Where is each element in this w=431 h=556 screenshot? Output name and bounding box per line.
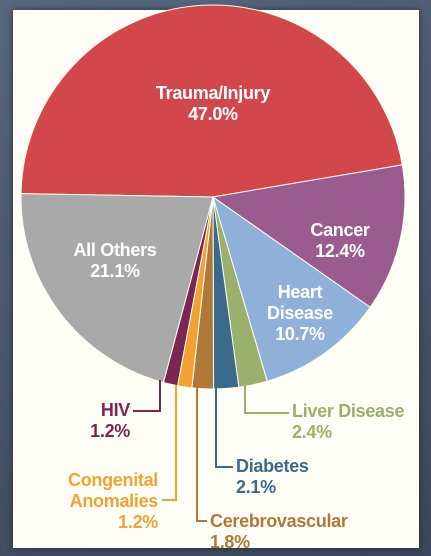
label-name: Cerebrovascular — [210, 511, 348, 531]
label-value: 10.7% — [275, 324, 325, 344]
label-name: Trauma/Injury — [155, 83, 271, 103]
label-value: 47.0% — [188, 104, 238, 124]
pie-slice — [20, 193, 214, 384]
pie-slice — [212, 195, 371, 382]
label-name: Cancer — [310, 220, 370, 240]
label-name: HIV — [100, 400, 130, 420]
label-name: Diabetes — [236, 456, 309, 476]
label-value: 21.1% — [90, 261, 140, 281]
slice-label: Heart Disease 10.7% — [250, 282, 350, 345]
label-value: 1.8% — [210, 532, 250, 552]
slice-label: Liver Disease 2.4% — [292, 401, 427, 443]
label-name: Congenital Anomalies — [68, 470, 158, 511]
pie-slice — [211, 164, 406, 308]
leader-line — [162, 385, 177, 501]
leader-line — [196, 386, 207, 522]
label-value: 2.4% — [292, 422, 332, 442]
slice-label: Cancer 12.4% — [290, 220, 390, 262]
label-value: 2.1% — [236, 477, 276, 497]
slice-label: Diabetes 2.1% — [236, 456, 326, 498]
label-name: Liver Disease — [292, 401, 405, 421]
leader-line — [133, 380, 161, 412]
slice-label: All Others 21.1% — [50, 240, 180, 282]
leader-line — [244, 385, 289, 414]
pie-slice — [20, 4, 403, 198]
leader-line — [215, 386, 233, 468]
label-value: 1.2% — [90, 421, 130, 441]
slice-label: Trauma/Injury 47.0% — [123, 83, 303, 125]
label-value: 1.2% — [118, 512, 158, 532]
label-value: 12.4% — [315, 241, 365, 261]
slice-label: Congenital Anomalies 1.2% — [18, 470, 158, 533]
label-name: All Others — [73, 240, 157, 260]
slice-label: Cerebrovascular 1.8% — [210, 511, 390, 553]
label-name: Heart Disease — [267, 282, 333, 323]
slice-label: HIV 1.2% — [40, 400, 130, 442]
